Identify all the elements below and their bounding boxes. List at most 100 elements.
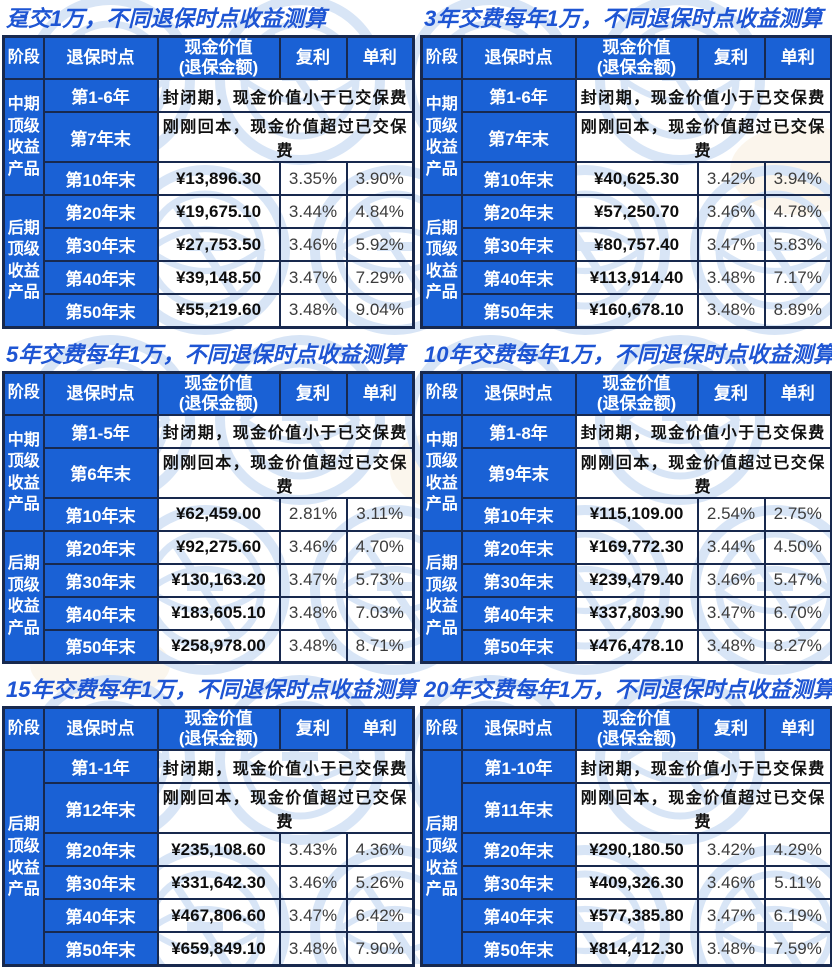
value-cell: ¥183,605.10 xyxy=(156,595,281,631)
payback-message-cell: 刚刚回本，现金价值超过已交保费 xyxy=(156,782,415,835)
time-cell: 第20年末 xyxy=(460,832,577,868)
closed-period-message-cell: 封闭期，现金价值小于已交保费 xyxy=(156,413,415,449)
header-stage: 阶段 xyxy=(2,35,45,81)
header-value: 现金价值 (退保金额) xyxy=(574,371,699,416)
table-row: 后期顶级收益产品 第20年末 ¥169,772.30 3.44% 4.50% xyxy=(420,529,832,664)
time-cell: 第30年末 xyxy=(42,562,159,598)
header-compound: 复利 xyxy=(696,371,766,416)
compound-rate-cell: 3.43% xyxy=(278,832,348,868)
stage-cell: 后期顶级收益产品 xyxy=(420,194,463,329)
closed-period-message-cell: 封闭期，现金价值小于已交保费 xyxy=(574,749,832,785)
benefit-table: 阶段 退保时点 现金价值 (退保金额) 复利 单利 中期顶级收益产品 第1-6年封… xyxy=(2,35,415,329)
table-row: 第7年末 刚刚回本，现金价值超过已交保费 xyxy=(4,111,415,164)
compound-rate-cell: 3.48% xyxy=(696,260,766,296)
header-row: 阶段 退保时点 现金价值 (退保金额) 复利 单利 xyxy=(420,706,832,752)
table-row: 第10年末 ¥40,625.30 3.42% 3.94% xyxy=(422,161,832,197)
time-cell: 第40年末 xyxy=(460,260,577,296)
time-cell: 第20年末 xyxy=(42,529,159,565)
table-row: 第50年末 ¥160,678.10 3.48% 8.89% xyxy=(422,293,832,329)
stage-cell: 中期顶级收益产品 xyxy=(420,413,463,532)
table-row: 第50年末 ¥258,978.00 3.48% 8.71% xyxy=(4,628,415,664)
benefit-table: 阶段 退保时点 现金价值 (退保金额) 复利 单利 中期顶级收益产品 第1-6年封… xyxy=(420,35,832,329)
value-cell: ¥659,849.10 xyxy=(156,931,281,967)
simple-rate-cell: 6.70% xyxy=(763,595,832,631)
table-row: 第30年末 ¥27,753.50 3.46% 5.92% xyxy=(4,227,415,263)
compound-rate-cell: 3.46% xyxy=(696,194,766,230)
time-cell: 第7年末 xyxy=(42,111,159,164)
time-cell: 第50年末 xyxy=(460,628,577,664)
table-row: 第20年末 ¥290,180.50 3.42% 4.29% xyxy=(422,832,832,868)
table-row: 第40年末 ¥467,806.60 3.47% 6.42% xyxy=(4,898,415,934)
header-value-line2: (退保金额) xyxy=(178,393,259,413)
table-title: 趸交1万，不同退保时点收益测算 xyxy=(6,6,327,31)
time-cell: 第20年末 xyxy=(42,194,159,230)
stage-cell: 后期顶级收益产品 xyxy=(420,749,463,967)
value-cell: ¥40,625.30 xyxy=(574,161,699,197)
table-row: 第30年末 ¥239,479.40 3.46% 5.47% xyxy=(422,562,832,598)
header-simple: 单利 xyxy=(763,35,832,81)
time-cell: 第1-6年 xyxy=(42,78,159,114)
time-cell: 第20年末 xyxy=(460,194,577,230)
header-simple: 单利 xyxy=(345,371,415,416)
compound-rate-cell: 3.47% xyxy=(278,260,348,296)
header-time: 退保时点 xyxy=(42,706,159,752)
compound-rate-cell: 3.46% xyxy=(278,865,348,901)
compound-rate-cell: 3.42% xyxy=(696,832,766,868)
header-row: 阶段 退保时点 现金价值 (退保金额) 复利 单利 xyxy=(2,35,415,81)
value-cell: ¥409,326.30 xyxy=(574,865,699,901)
table-row: 第6年末 刚刚回本，现金价值超过已交保费 xyxy=(4,446,415,499)
compound-rate-cell: 2.54% xyxy=(696,496,766,532)
simple-rate-cell: 8.71% xyxy=(345,628,415,664)
compound-rate-cell: 3.46% xyxy=(278,227,348,263)
table-row: 第30年末 ¥409,326.30 3.46% 5.11% xyxy=(422,865,832,901)
simple-rate-cell: 8.89% xyxy=(763,293,832,329)
closed-period-message-cell: 封闭期，现金价值小于已交保费 xyxy=(156,749,415,785)
header-stage: 阶段 xyxy=(2,706,45,752)
time-cell: 第30年末 xyxy=(460,227,577,263)
simple-rate-cell: 7.03% xyxy=(345,595,415,631)
simple-rate-cell: 4.29% xyxy=(763,832,832,868)
compound-rate-cell: 3.44% xyxy=(278,194,348,230)
time-cell: 第50年末 xyxy=(460,931,577,967)
benefit-table-panel: 15年交费每年1万，不同退保时点收益测算 阶段 退保时点 现金价值 (退保金额)… xyxy=(2,677,417,967)
stage-cell: 中期顶级收益产品 xyxy=(2,78,45,197)
value-cell: ¥467,806.60 xyxy=(156,898,281,934)
time-cell: 第1-8年 xyxy=(460,413,577,449)
payback-message-cell: 刚刚回本，现金价值超过已交保费 xyxy=(574,111,832,164)
time-cell: 第40年末 xyxy=(460,595,577,631)
table-row: 第30年末 ¥331,642.30 3.46% 5.26% xyxy=(4,865,415,901)
simple-rate-cell: 6.19% xyxy=(763,898,832,934)
header-value-line2: (退保金额) xyxy=(178,58,259,78)
time-cell: 第11年末 xyxy=(460,782,577,835)
header-compound: 复利 xyxy=(278,371,348,416)
header-row: 阶段 退保时点 现金价值 (退保金额) 复利 单利 xyxy=(420,371,832,416)
value-cell: ¥258,978.00 xyxy=(156,628,281,664)
benefit-table-panel: 趸交1万，不同退保时点收益测算 阶段 退保时点 现金价值 (退保金额) 复利 单… xyxy=(2,6,415,329)
table-row: 第40年末 ¥183,605.10 3.48% 7.03% xyxy=(4,595,415,631)
header-simple: 单利 xyxy=(763,706,832,752)
simple-rate-cell: 5.26% xyxy=(345,865,415,901)
header-time: 退保时点 xyxy=(460,706,577,752)
simple-rate-cell: 5.73% xyxy=(345,562,415,598)
table-row: 第7年末 刚刚回本，现金价值超过已交保费 xyxy=(422,111,832,164)
time-cell: 第50年末 xyxy=(42,931,159,967)
compound-rate-cell: 3.35% xyxy=(278,161,348,197)
table-title: 20年交费每年1万，不同退保时点收益测算 xyxy=(424,677,832,703)
value-cell: ¥160,678.10 xyxy=(574,293,699,329)
time-cell: 第12年末 xyxy=(42,782,159,835)
table-row: 中期顶级收益产品 第1-6年 封闭期，现金价值小于已交保费 xyxy=(2,78,415,197)
simple-rate-cell: 4.36% xyxy=(345,832,415,868)
compound-rate-cell: 3.46% xyxy=(278,529,348,565)
table-row: 后期顶级收益产品 第20年末 ¥92,275.60 3.46% 4.70% xyxy=(2,529,415,664)
table-row: 第12年末 刚刚回本，现金价值超过已交保费 xyxy=(4,782,415,835)
header-compound: 复利 xyxy=(278,35,348,81)
value-cell: ¥814,412.30 xyxy=(574,931,699,967)
time-cell: 第40年末 xyxy=(460,898,577,934)
header-compound: 复利 xyxy=(696,706,766,752)
header-value: 现金价值 (退保金额) xyxy=(156,35,281,81)
simple-rate-cell: 5.83% xyxy=(763,227,832,263)
compound-rate-cell: 3.48% xyxy=(696,931,766,967)
closed-period-message-cell: 封闭期，现金价值小于已交保费 xyxy=(156,78,415,114)
payback-message-cell: 刚刚回本，现金价值超过已交保费 xyxy=(574,446,832,499)
time-cell: 第1-1年 xyxy=(42,749,159,785)
